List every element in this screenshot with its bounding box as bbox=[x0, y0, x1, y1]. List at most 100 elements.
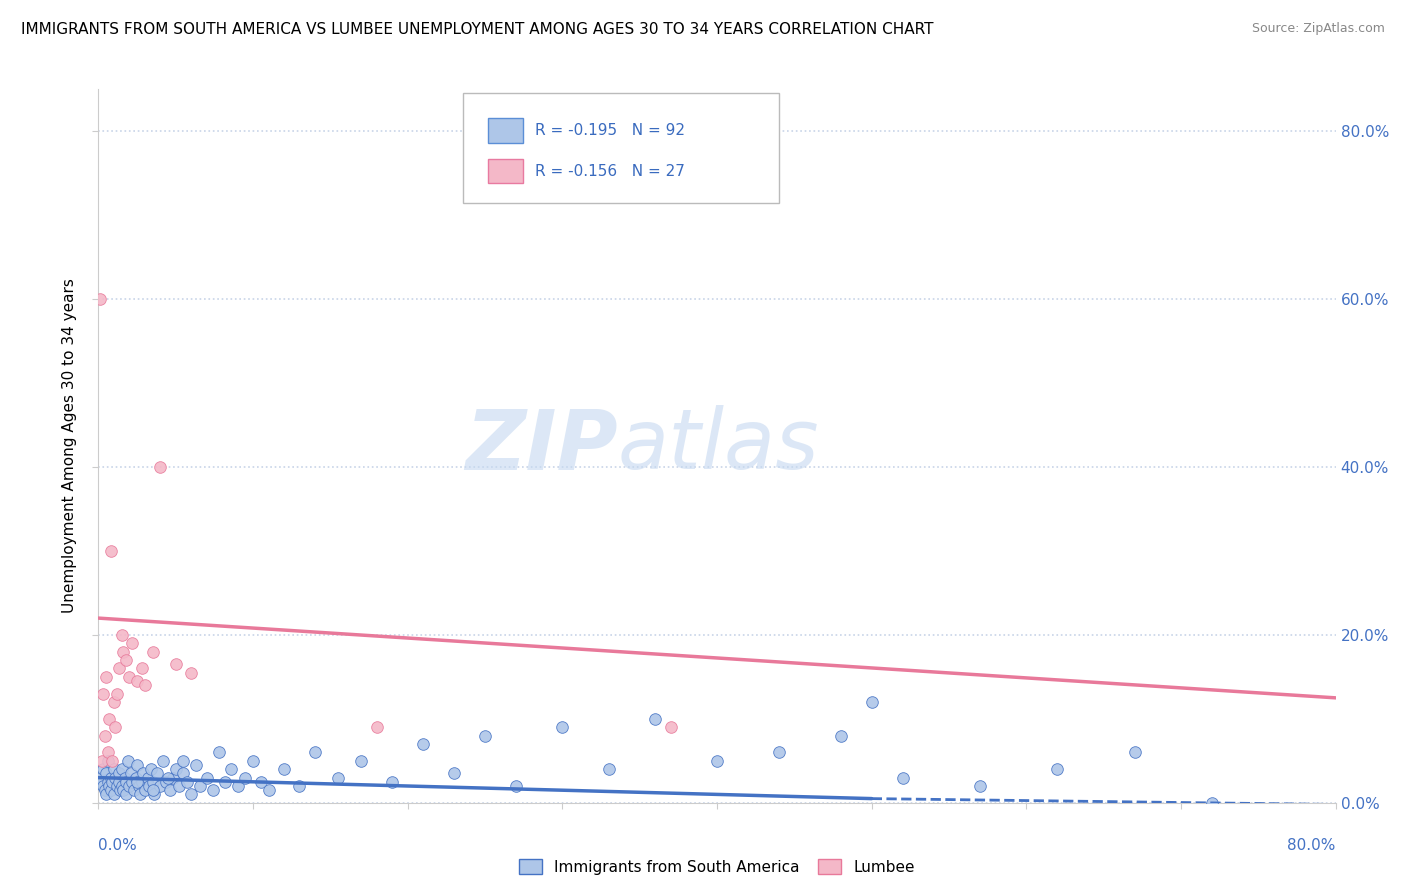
Point bbox=[91, 687, 114, 701]
Point bbox=[159, 783, 181, 797]
Point bbox=[644, 712, 666, 726]
Point bbox=[97, 774, 120, 789]
Point bbox=[89, 771, 111, 785]
Point bbox=[235, 771, 257, 785]
Point bbox=[208, 746, 231, 760]
Point bbox=[138, 779, 160, 793]
Point bbox=[124, 771, 146, 785]
Point bbox=[136, 771, 159, 785]
Point bbox=[860, 695, 883, 709]
Point bbox=[118, 670, 141, 684]
Point bbox=[180, 665, 202, 680]
Point bbox=[114, 771, 136, 785]
Point bbox=[184, 758, 207, 772]
Point bbox=[768, 746, 790, 760]
Point bbox=[221, 762, 243, 776]
Point bbox=[173, 754, 195, 768]
Point bbox=[162, 771, 184, 785]
Point bbox=[107, 661, 129, 675]
Point bbox=[107, 766, 129, 780]
Point bbox=[1123, 746, 1146, 760]
Point bbox=[90, 774, 112, 789]
Point bbox=[969, 779, 991, 793]
Point bbox=[134, 783, 156, 797]
Point bbox=[104, 771, 127, 785]
Point bbox=[598, 762, 620, 776]
Point bbox=[103, 695, 125, 709]
Point bbox=[1201, 796, 1223, 810]
Point bbox=[115, 788, 138, 802]
Point bbox=[111, 762, 134, 776]
Point bbox=[91, 762, 114, 776]
Point bbox=[143, 788, 166, 802]
Point bbox=[104, 720, 127, 734]
Point bbox=[128, 779, 150, 793]
Point bbox=[100, 771, 122, 785]
Point bbox=[111, 779, 134, 793]
Point bbox=[257, 783, 280, 797]
Point bbox=[96, 766, 118, 780]
Point bbox=[103, 762, 125, 776]
Point bbox=[127, 758, 149, 772]
Point bbox=[443, 766, 465, 780]
Point bbox=[112, 645, 135, 659]
Point bbox=[326, 771, 350, 785]
Point bbox=[127, 674, 149, 689]
FancyBboxPatch shape bbox=[488, 159, 523, 184]
Point bbox=[131, 774, 153, 789]
Legend: Immigrants from South America, Lumbee: Immigrants from South America, Lumbee bbox=[513, 853, 921, 880]
Point bbox=[149, 460, 172, 475]
Point bbox=[165, 762, 187, 776]
Text: 80.0%: 80.0% bbox=[1288, 838, 1336, 854]
Point bbox=[105, 687, 128, 701]
Point bbox=[1046, 762, 1069, 776]
Point bbox=[98, 712, 121, 726]
Point bbox=[304, 746, 326, 760]
Point bbox=[190, 779, 212, 793]
Point bbox=[155, 774, 177, 789]
Point bbox=[107, 774, 129, 789]
Point bbox=[242, 754, 264, 768]
Point bbox=[98, 779, 121, 793]
Point bbox=[117, 754, 139, 768]
Point bbox=[91, 779, 114, 793]
Point bbox=[142, 774, 165, 789]
Point bbox=[118, 779, 141, 793]
Point bbox=[93, 783, 115, 797]
Point bbox=[474, 729, 496, 743]
Text: 0.0%: 0.0% bbox=[98, 838, 138, 854]
Point bbox=[100, 544, 122, 558]
Point bbox=[129, 788, 152, 802]
Point bbox=[115, 774, 138, 789]
Point bbox=[122, 783, 145, 797]
Point bbox=[830, 729, 852, 743]
Point bbox=[412, 737, 434, 751]
Point bbox=[97, 754, 120, 768]
Point bbox=[103, 788, 125, 802]
Point bbox=[146, 766, 169, 780]
Text: atlas: atlas bbox=[619, 406, 820, 486]
Point bbox=[97, 746, 120, 760]
Point bbox=[139, 762, 162, 776]
Point bbox=[101, 754, 124, 768]
Point bbox=[180, 788, 202, 802]
Point bbox=[111, 628, 134, 642]
Point bbox=[195, 771, 218, 785]
FancyBboxPatch shape bbox=[464, 93, 779, 203]
Text: Source: ZipAtlas.com: Source: ZipAtlas.com bbox=[1251, 22, 1385, 36]
Point bbox=[273, 762, 295, 776]
Point bbox=[214, 774, 236, 789]
Point bbox=[706, 754, 728, 768]
Point bbox=[366, 720, 388, 734]
Point bbox=[121, 774, 143, 789]
Point bbox=[891, 771, 914, 785]
Point bbox=[115, 653, 138, 667]
Point bbox=[90, 754, 112, 768]
FancyBboxPatch shape bbox=[488, 119, 523, 143]
Text: R = -0.195   N = 92: R = -0.195 N = 92 bbox=[536, 123, 685, 138]
Point bbox=[381, 774, 404, 789]
Point bbox=[93, 729, 115, 743]
Point bbox=[112, 783, 135, 797]
Point bbox=[108, 783, 131, 797]
Point bbox=[132, 766, 155, 780]
